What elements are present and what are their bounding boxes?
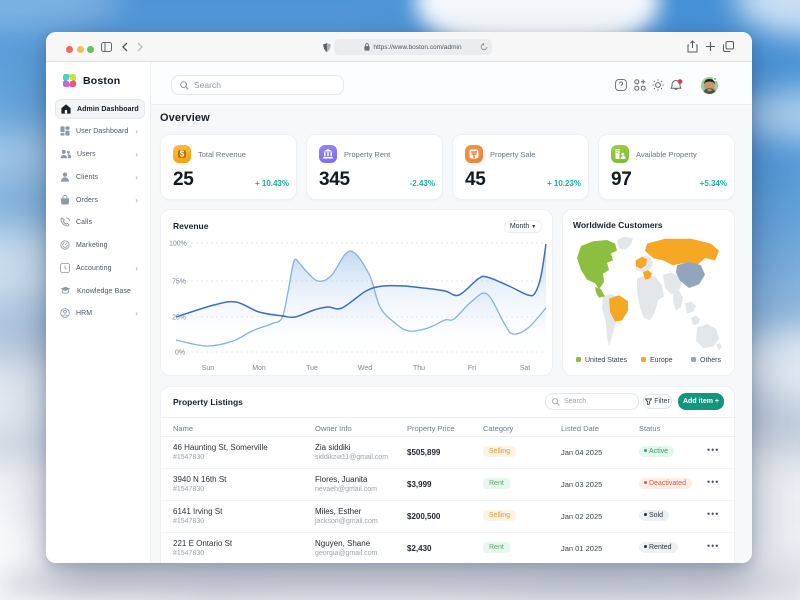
svg-text:0%: 0%: [175, 350, 185, 357]
svg-text:United States: United States: [585, 357, 628, 364]
svg-text:Sun: Sun: [202, 365, 215, 372]
svg-text:Wed: Wed: [358, 365, 372, 372]
svg-text:Thu: Thu: [413, 365, 425, 372]
svg-text:Europe: Europe: [650, 357, 673, 364]
svg-text:Tue: Tue: [306, 365, 318, 372]
svg-text:Sat: Sat: [520, 365, 531, 372]
svg-text:Others: Others: [700, 357, 722, 364]
svg-text:100%: 100%: [169, 241, 187, 248]
svg-text:75%: 75%: [172, 279, 186, 286]
svg-text:Fri: Fri: [468, 365, 477, 372]
svg-text:Mon: Mon: [252, 365, 266, 372]
svg-text:$: $: [180, 150, 185, 159]
